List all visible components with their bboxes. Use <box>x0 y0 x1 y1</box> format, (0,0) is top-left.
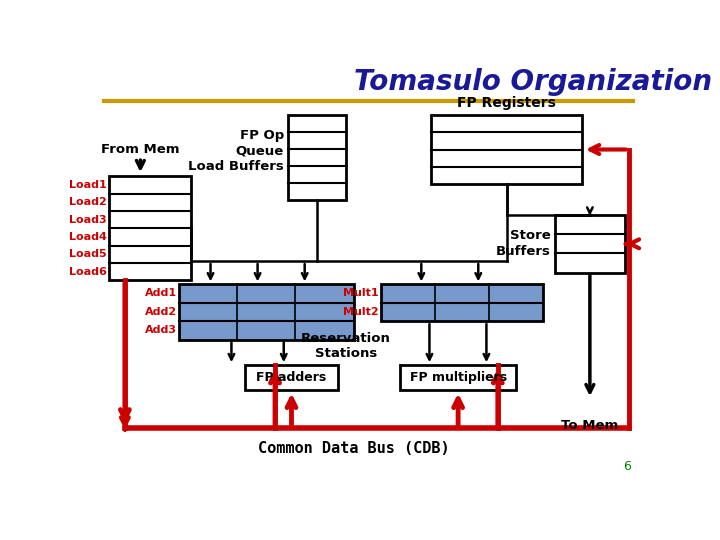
Text: FP Op
Queue: FP Op Queue <box>235 129 284 158</box>
Bar <box>381 284 544 321</box>
Text: From Mem: From Mem <box>101 143 179 156</box>
Bar <box>179 284 354 340</box>
Text: Mult1: Mult1 <box>343 288 378 299</box>
Bar <box>555 215 625 273</box>
Text: Store
Buffers: Store Buffers <box>495 230 550 258</box>
Text: Load Buffers: Load Buffers <box>188 159 284 172</box>
Text: Mult2: Mult2 <box>343 307 378 317</box>
Text: Add1: Add1 <box>145 288 177 299</box>
Text: Load6: Load6 <box>69 267 107 276</box>
Bar <box>400 365 516 390</box>
Bar <box>245 365 338 390</box>
Text: 6: 6 <box>623 460 631 473</box>
Text: Common Data Bus (CDB): Common Data Bus (CDB) <box>258 441 449 456</box>
Text: Add3: Add3 <box>145 326 177 335</box>
Text: FP multipliers: FP multipliers <box>410 371 507 384</box>
Text: Load3: Load3 <box>69 215 107 225</box>
Text: Tomasulo Organization: Tomasulo Organization <box>354 68 711 96</box>
Text: Load1: Load1 <box>69 180 107 190</box>
Bar <box>287 115 346 200</box>
Text: Load5: Load5 <box>69 249 107 259</box>
Text: Load2: Load2 <box>69 198 107 207</box>
Text: Add2: Add2 <box>145 307 177 317</box>
Bar <box>431 115 582 184</box>
Text: FP adders: FP adders <box>256 371 327 384</box>
Text: To Mem: To Mem <box>562 419 618 432</box>
Text: FP Registers: FP Registers <box>457 96 556 110</box>
Bar <box>109 177 191 280</box>
Text: Load4: Load4 <box>69 232 107 242</box>
Text: Reservation
Stations: Reservation Stations <box>301 332 391 360</box>
